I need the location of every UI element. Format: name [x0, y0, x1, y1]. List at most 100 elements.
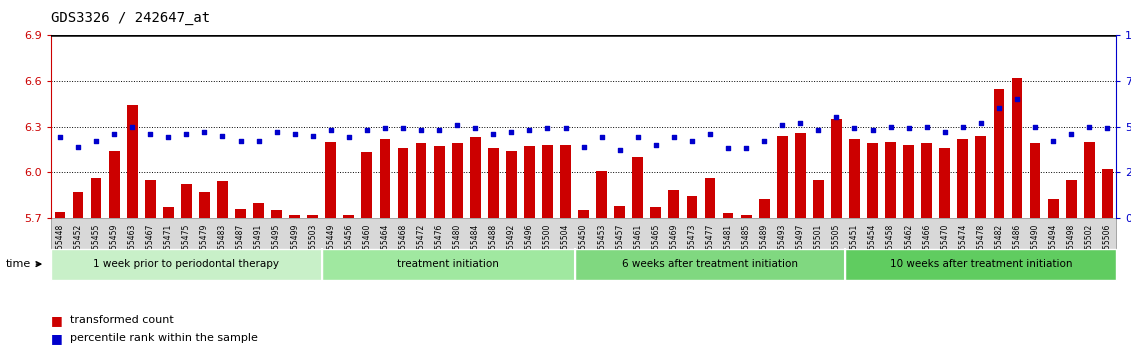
Bar [650, 207, 662, 218]
Bar [831, 119, 841, 218]
Point [593, 135, 611, 140]
Point [701, 131, 719, 137]
Point [629, 135, 647, 140]
Bar [867, 143, 878, 218]
Point [1008, 96, 1026, 102]
Bar [181, 184, 192, 218]
Bar [813, 180, 823, 218]
Bar [362, 152, 372, 218]
Bar [614, 206, 625, 218]
Point [665, 135, 683, 140]
Bar [940, 148, 950, 218]
Point [196, 129, 214, 135]
Bar [741, 215, 751, 218]
Point [863, 127, 881, 133]
Bar [524, 146, 535, 218]
Point [792, 120, 810, 126]
Point [737, 145, 756, 151]
Bar [54, 212, 66, 218]
Bar [560, 145, 571, 218]
Point [1044, 138, 1062, 144]
Point [538, 126, 556, 131]
Point [466, 126, 484, 131]
Point [178, 131, 196, 137]
Bar [777, 136, 787, 218]
Point [1098, 126, 1116, 131]
Point [412, 127, 430, 133]
Bar [1011, 78, 1022, 218]
Point [683, 138, 701, 144]
Bar [886, 142, 896, 218]
Point [69, 144, 87, 149]
Point [51, 135, 69, 140]
Bar [632, 157, 644, 218]
Bar [723, 213, 734, 218]
Bar [687, 196, 698, 218]
Point [123, 124, 141, 130]
Point [286, 131, 304, 137]
Point [845, 126, 863, 131]
Bar [487, 148, 499, 218]
Text: ■: ■ [51, 314, 62, 327]
Bar [90, 178, 102, 218]
Bar [326, 142, 336, 218]
Bar [433, 146, 444, 218]
Text: treatment initiation: treatment initiation [397, 259, 499, 269]
Bar [398, 148, 408, 218]
Bar [705, 178, 716, 218]
Text: ■: ■ [51, 332, 62, 344]
Point [214, 133, 232, 138]
Point [159, 135, 178, 140]
Point [141, 131, 159, 137]
Point [268, 129, 286, 135]
Point [953, 124, 972, 130]
Bar [271, 210, 282, 218]
Point [430, 127, 448, 133]
Point [647, 142, 665, 148]
Point [250, 138, 268, 144]
Point [87, 138, 105, 144]
Bar [253, 202, 264, 218]
Point [881, 124, 899, 130]
Point [810, 127, 828, 133]
Bar [290, 215, 300, 218]
Text: transformed count: transformed count [70, 315, 174, 325]
Bar [344, 215, 354, 218]
Text: GDS3326 / 242647_at: GDS3326 / 242647_at [51, 11, 210, 25]
Point [484, 131, 502, 137]
Point [339, 135, 357, 140]
Point [1062, 131, 1080, 137]
Point [105, 131, 123, 137]
Bar [416, 143, 426, 218]
Point [899, 126, 917, 131]
Text: 10 weeks after treatment initiation: 10 weeks after treatment initiation [890, 259, 1072, 269]
Point [520, 127, 538, 133]
Bar [217, 181, 227, 218]
Bar [1065, 180, 1077, 218]
Bar [1083, 142, 1095, 218]
Bar [1102, 169, 1113, 218]
Bar [596, 171, 607, 218]
Point [917, 124, 935, 130]
Bar [127, 105, 138, 218]
Point [502, 129, 520, 135]
Bar [542, 145, 553, 218]
Bar [1029, 143, 1041, 218]
Point [935, 129, 953, 135]
Bar [759, 200, 769, 218]
Point [611, 147, 629, 153]
Bar [451, 143, 463, 218]
Bar [922, 143, 932, 218]
Bar [993, 88, 1004, 218]
Bar [904, 145, 914, 218]
Text: 6 weeks after treatment initiation: 6 weeks after treatment initiation [622, 259, 798, 269]
Point [556, 126, 575, 131]
Text: percentile rank within the sample: percentile rank within the sample [70, 333, 258, 343]
Point [304, 133, 322, 138]
Bar [163, 207, 174, 218]
Point [990, 105, 1008, 111]
Point [719, 145, 737, 151]
Bar [957, 139, 968, 218]
Point [321, 127, 339, 133]
Point [575, 144, 593, 149]
